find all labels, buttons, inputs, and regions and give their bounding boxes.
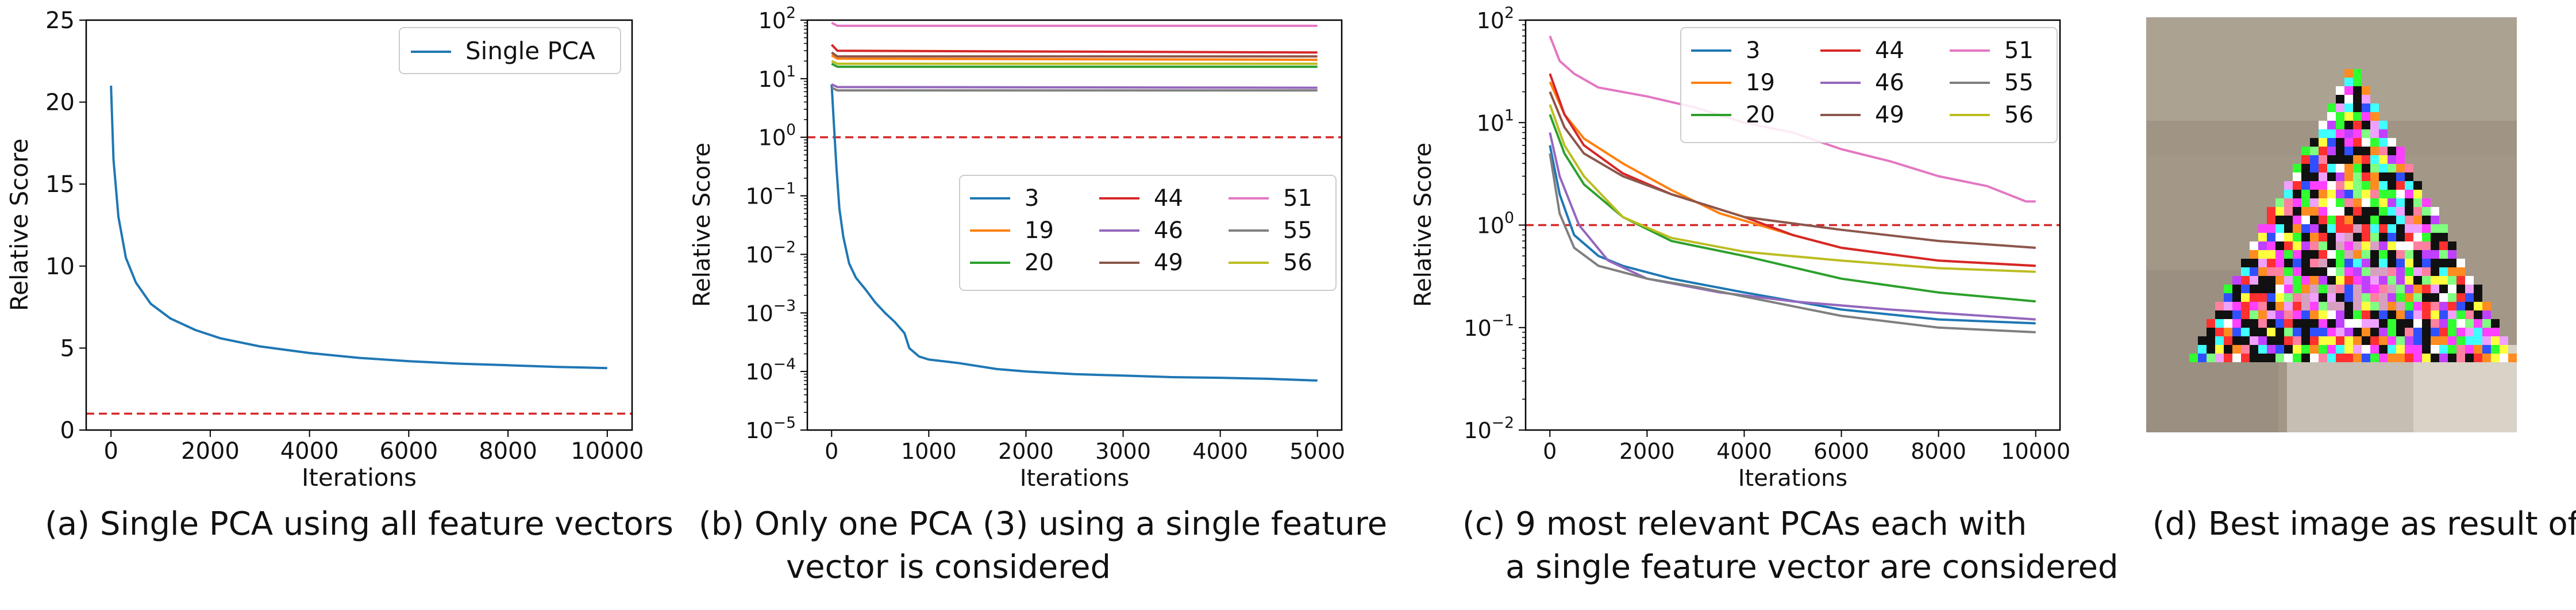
- chart-b-series-49: [831, 51, 1318, 58]
- chart-b-xtick-label: 5000: [1289, 439, 1345, 464]
- legend-entry: 46: [1154, 217, 1183, 244]
- chart-b-ytick-label: 100: [758, 121, 796, 151]
- legend-entry: 20: [1746, 102, 1775, 128]
- chart-b-series-55: [831, 86, 1318, 92]
- chart-a-xlabel: Iterations: [302, 463, 417, 492]
- legend-entry: 56: [2004, 102, 2034, 128]
- chart-b: 0 1000 2000 3000 4000 5000 10−5 10−4 10−3 10−2 10−…: [689, 4, 1345, 492]
- chart-a-ytick-label: 10: [45, 254, 75, 280]
- chart-c-ylabel: Relative Score: [1410, 143, 1437, 307]
- chart-b-ytick-label: 10−2: [745, 238, 796, 267]
- legend-entry: 19: [1746, 70, 1775, 96]
- legend-entry: 56: [1283, 250, 1312, 276]
- chart-a-xtick-label: 6000: [379, 438, 438, 465]
- chart-a-ytick-label: 15: [45, 171, 75, 198]
- chart-b-ytick-label: 10−4: [745, 355, 796, 385]
- chart-c-legend: 3 19 20 44 46 49 51 55 56: [1680, 27, 2058, 143]
- legend-entry: 55: [1283, 217, 1312, 244]
- chart-b-series-20: [831, 63, 1318, 68]
- chart-b-ytick-label: 10−1: [745, 180, 796, 209]
- caption-c-line1: (c) 9 most relevant PCAs each with: [1462, 505, 2027, 543]
- chart-c-series-49: [1549, 91, 2036, 249]
- chart-a-legend: Single PCA: [399, 27, 621, 74]
- chart-b-series-19: [831, 54, 1318, 61]
- chart-c-xtick-label: 8000: [1911, 439, 1966, 464]
- legend-entry: 55: [2004, 70, 2034, 96]
- chart-c-xtick-label: 10000: [2001, 439, 2070, 464]
- legend-entry: 51: [2004, 37, 2034, 64]
- chart-c-ytick-label: 10−2: [1464, 414, 1514, 443]
- caption-c-line2: a single feature vector are considered: [1505, 548, 2119, 586]
- chart-a: 0 2000 4000 6000 8000 10000 0 5 10 15 20 25 Iterati…: [5, 7, 644, 492]
- chart-a-ytick-label: 20: [45, 90, 75, 116]
- legend-entry: 49: [1154, 250, 1183, 276]
- chart-a-xtick-label: 8000: [479, 438, 537, 465]
- chart-c-series-55: [1549, 153, 2036, 333]
- chart-a-xtick-label: 2000: [181, 438, 240, 465]
- pixel-triangle-image: [2146, 17, 2517, 432]
- chart-a-series-single-pca: [110, 86, 607, 370]
- chart-b-xtick-label: 2000: [998, 439, 1054, 464]
- caption-d: (d) Best image as result of (a): [2153, 505, 2576, 543]
- chart-a-xtick-label: 4000: [280, 438, 339, 465]
- chart-c-xtick-label: 4000: [1716, 439, 1772, 464]
- chart-b-series-56: [831, 60, 1318, 65]
- chart-b-xlabel: Iterations: [1020, 465, 1130, 492]
- caption-b-line2: vector is considered: [786, 548, 1111, 586]
- chart-b-xtick-label: 1000: [901, 439, 957, 464]
- legend-entry: 46: [1875, 70, 1904, 96]
- chart-b-xtick-label: 4000: [1192, 439, 1248, 464]
- chart-b-ytick-label: 101: [758, 63, 796, 92]
- chart-b-series-44: [830, 44, 1318, 54]
- chart-b-xtick-label: 0: [825, 439, 838, 464]
- chart-c-xtick-label: 0: [1543, 439, 1557, 464]
- chart-b-series-51: [831, 21, 1318, 27]
- chart-a-ytick-label: 25: [45, 7, 75, 34]
- chart-c-series-56: [1549, 104, 2036, 273]
- chart-b-ytick-label: 10−5: [745, 414, 796, 443]
- chart-a-ytick-label: 5: [60, 335, 75, 362]
- chart-b-legend: 3 19 20 44 46 49 51 55 56: [959, 175, 1337, 291]
- chart-c-series-3: [1549, 145, 2036, 325]
- caption-b-line1: (b) Only one PCA (3) using a single feat…: [699, 505, 1387, 543]
- chart-a-xtick-label: 0: [103, 438, 118, 465]
- chart-c-ytick-label: 100: [1477, 209, 1514, 239]
- chart-b-series-3: [830, 84, 1318, 382]
- legend-entry: 20: [1025, 250, 1054, 276]
- chart-c-series-20: [1549, 114, 2036, 303]
- legend-entry: 49: [1875, 102, 1904, 128]
- chart-b-ytick-label: 10−3: [745, 297, 796, 326]
- legend-entry: 51: [1283, 185, 1312, 212]
- legend-entry: 3: [1746, 37, 1760, 64]
- chart-c: 0 2000 4000 6000 8000 1000010−210−1100101102 …: [1410, 4, 2070, 492]
- chart-c-xtick-label: 2000: [1619, 439, 1675, 464]
- legend-entry: 44: [1875, 37, 1904, 64]
- chart-a-ylabel: Relative Score: [5, 139, 33, 311]
- chart-b-frame: [806, 19, 1343, 431]
- chart-c-ytick-label: 102: [1477, 4, 1514, 33]
- chart-c-xlabel: Iterations: [1738, 465, 1848, 492]
- chart-b-series-46: [831, 83, 1318, 89]
- chart-c-ytick-label: 10−1: [1464, 312, 1514, 341]
- chart-b-xtick-label: 3000: [1095, 439, 1151, 464]
- legend-entry: 3: [1025, 185, 1039, 212]
- legend-entry: 19: [1025, 217, 1054, 244]
- chart-b-ytick-label: 102: [758, 4, 796, 33]
- chart-a-ytick-label: 0: [60, 417, 75, 444]
- chart-a-frame: [85, 19, 633, 431]
- chart-c-ytick-label: 101: [1477, 106, 1514, 136]
- chart-c-xtick-label: 6000: [1813, 439, 1869, 464]
- chart-b-ylabel: Relative Score: [689, 143, 715, 307]
- legend-entry: Single PCA: [465, 37, 595, 65]
- legend-entry: 44: [1154, 185, 1183, 212]
- caption-a: (a) Single PCA using all feature vectors: [45, 505, 673, 543]
- chart-a-xtick-label: 10000: [571, 438, 644, 465]
